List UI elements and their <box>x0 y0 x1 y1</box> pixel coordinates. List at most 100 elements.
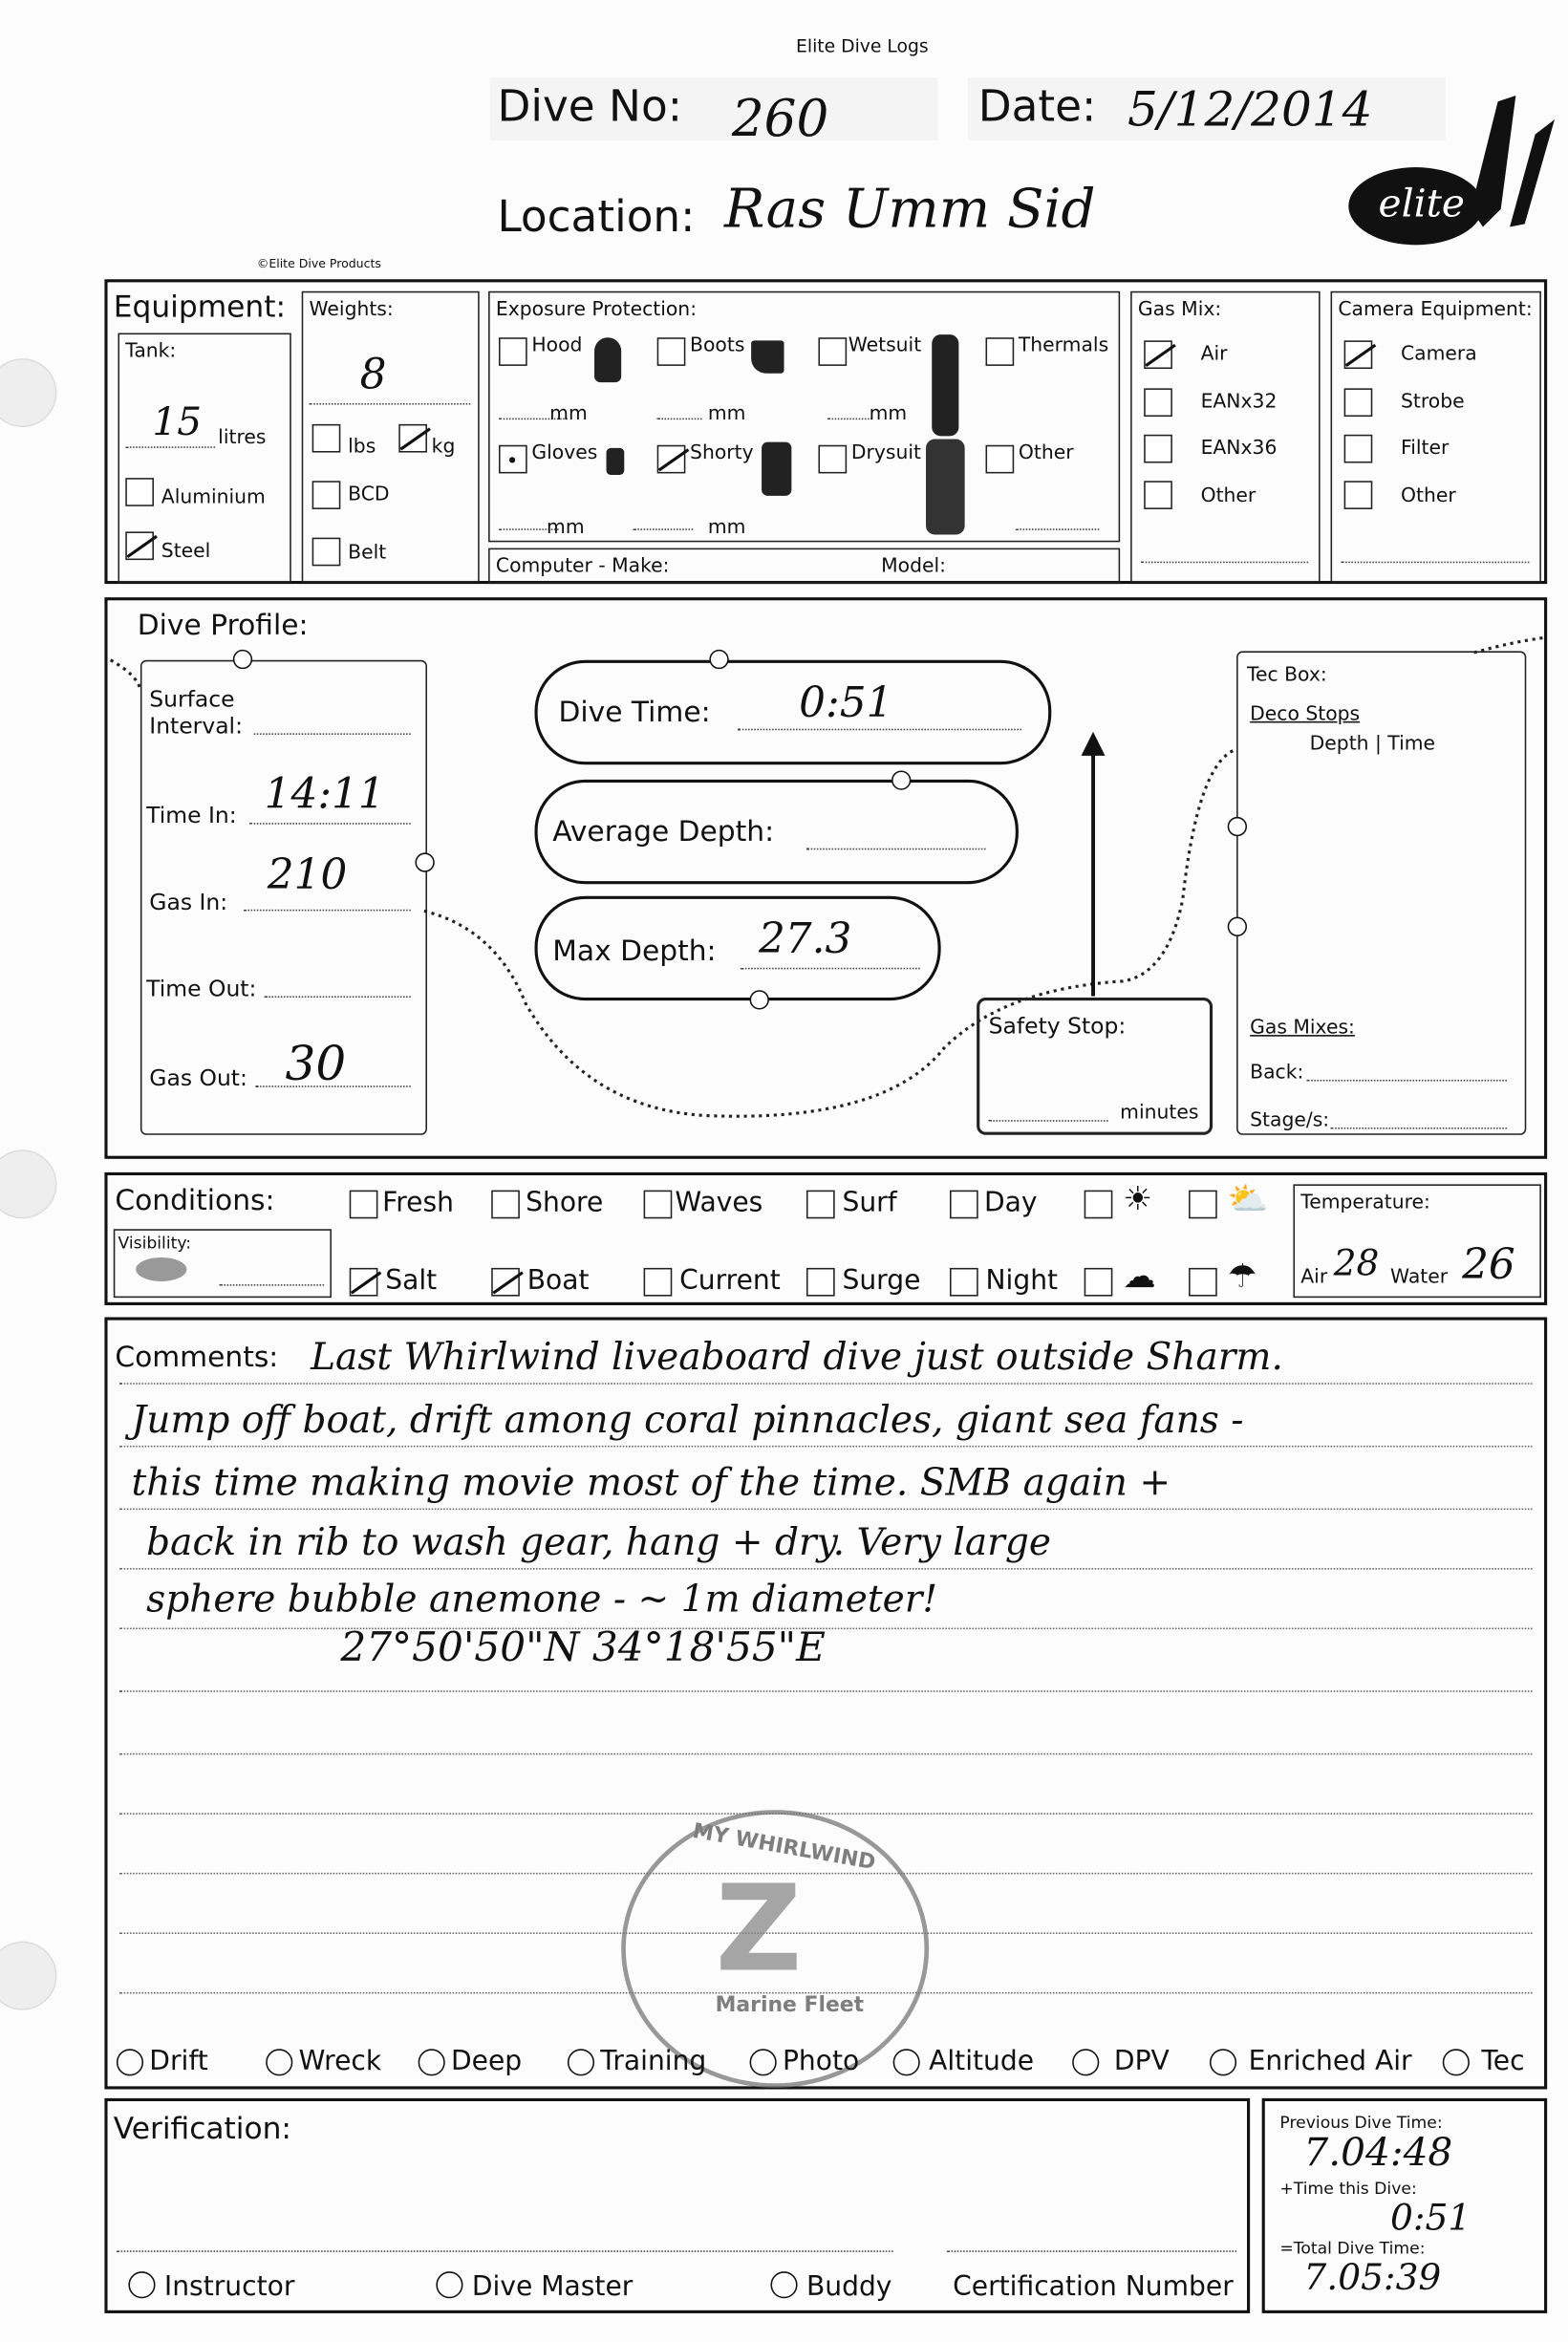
thermals-checkbox[interactable] <box>985 337 1015 366</box>
kg-checkbox[interactable] <box>398 423 427 453</box>
tank-box: Tank: 15 litres Aluminium Steel <box>118 333 291 583</box>
camera-other-checkbox[interactable] <box>1343 481 1373 509</box>
dotted-line <box>119 1568 1533 1570</box>
comment-line[interactable]: Jump off boat, drift among coral pinnacl… <box>131 1397 1244 1442</box>
gas-other-checkbox[interactable] <box>1144 481 1172 509</box>
dive-time-field[interactable]: Dive Time: 0:51 <box>534 659 1052 765</box>
camera-checkbox[interactable] <box>1343 340 1373 370</box>
dive-type-drift[interactable]: Drift <box>149 2046 208 2077</box>
wetsuit-checkbox[interactable] <box>818 337 848 366</box>
night-checkbox[interactable] <box>950 1267 978 1297</box>
comments-label: Comments: <box>115 1341 279 1374</box>
dive-type-training[interactable]: Training <box>600 2046 707 2077</box>
max-depth-field[interactable]: Max Depth: 27.3 <box>534 895 941 1001</box>
dive-type-tec[interactable]: Tec <box>1481 2046 1525 2077</box>
field-label: Visibility: <box>118 1233 192 1254</box>
field-label: mm <box>547 516 585 540</box>
steel-checkbox[interactable] <box>125 531 154 561</box>
dotted-line <box>988 1120 1108 1122</box>
dotted-line <box>1306 1079 1507 1082</box>
cloud-checkbox[interactable] <box>1084 1267 1113 1297</box>
current-checkbox[interactable] <box>643 1267 673 1297</box>
dive-type-altitude[interactable]: Altitude <box>929 2046 1035 2077</box>
bcd-checkbox[interactable] <box>311 481 341 509</box>
dive-type-photo[interactable]: Photo <box>782 2046 860 2077</box>
field-label: Surge <box>842 1264 921 1297</box>
surge-checkbox[interactable] <box>805 1267 835 1297</box>
dive-type-dpv[interactable]: DPV <box>1113 2046 1170 2077</box>
gloves-checkbox[interactable] <box>499 444 527 474</box>
gas-out-value[interactable]: 30 <box>285 1035 347 1092</box>
max-depth-value[interactable]: 27.3 <box>758 913 852 964</box>
fresh-checkbox[interactable] <box>349 1190 378 1219</box>
tank-size[interactable]: 15 <box>152 399 203 445</box>
weights-value[interactable]: 8 <box>359 349 387 399</box>
air-temp-value[interactable]: 28 <box>1333 1242 1380 1285</box>
gas-in-value[interactable]: 210 <box>267 849 348 899</box>
instructor-option[interactable]: Instructor <box>163 2271 295 2303</box>
salt-checkbox[interactable] <box>349 1267 378 1297</box>
rain-checkbox[interactable] <box>1189 1267 1217 1297</box>
belt-checkbox[interactable] <box>311 537 341 567</box>
lbs-checkbox[interactable] <box>311 423 341 453</box>
previous-dive-time[interactable]: 7.04:48 <box>1303 2131 1453 2177</box>
dotted-line <box>249 823 411 825</box>
radio-circle <box>418 2049 445 2076</box>
visibility-box[interactable]: Visibility: <box>113 1229 332 1299</box>
location-value[interactable]: Ras Umm Sid <box>724 179 1096 241</box>
dive-master-option[interactable]: Dive Master <box>471 2271 634 2303</box>
times-box: Surface Interval: Time In: 14:11 Gas In:… <box>140 659 427 1135</box>
day-checkbox[interactable] <box>950 1190 978 1219</box>
shore-checkbox[interactable] <box>491 1190 520 1219</box>
comment-line[interactable]: back in rib to wash gear, hang + dry. Ve… <box>146 1520 1051 1564</box>
total-dive-time[interactable]: 7.05:39 <box>1303 2256 1442 2299</box>
gas-eanx32-checkbox[interactable] <box>1144 388 1172 418</box>
decoration <box>489 77 938 140</box>
comment-line[interactable]: sphere bubble anemone - ~ 1m diameter! <box>146 1577 938 1621</box>
brand-title: Elite Dive Logs <box>796 35 929 57</box>
comment-line[interactable]: Last Whirlwind liveaboard dive just outs… <box>311 1335 1283 1379</box>
dotted-line <box>1015 528 1100 530</box>
dive-no-value[interactable]: 260 <box>731 89 829 150</box>
boat-checkbox[interactable] <box>491 1267 520 1297</box>
field-label: Tank: <box>125 340 177 363</box>
sun-cloud-checkbox[interactable] <box>1189 1190 1217 1219</box>
field-label: BCD <box>348 483 390 506</box>
shorty-checkbox[interactable] <box>656 444 686 474</box>
comment-coordinates[interactable]: 27°50'50"N 34°18'55"E <box>340 1624 826 1671</box>
water-temp-value[interactable]: 26 <box>1462 1239 1515 1289</box>
average-depth-field[interactable]: Average Depth: <box>534 779 1019 885</box>
dotted-line <box>1141 561 1309 564</box>
radio-circle <box>749 2049 777 2076</box>
strobe-checkbox[interactable] <box>1343 388 1373 418</box>
dotted-line <box>499 528 559 530</box>
gloves-icon <box>606 447 625 476</box>
gas-air-checkbox[interactable] <box>1144 340 1172 370</box>
dive-time-value[interactable]: 0:51 <box>799 677 893 728</box>
buddy-option[interactable]: Buddy <box>805 2271 892 2303</box>
dotted-line <box>119 1690 1533 1692</box>
field-label: mm <box>869 402 908 426</box>
field-label: Safety Stop: <box>988 1012 1127 1040</box>
dive-type-enriched-air[interactable]: Enriched Air <box>1248 2046 1412 2077</box>
comment-line[interactable]: this time making movie most of the time.… <box>131 1460 1171 1504</box>
drysuit-checkbox[interactable] <box>818 444 848 474</box>
boots-checkbox[interactable] <box>656 337 686 366</box>
dive-type-deep[interactable]: Deep <box>450 2046 523 2077</box>
sun-checkbox[interactable] <box>1084 1190 1113 1219</box>
dive-type-wreck[interactable]: Wreck <box>298 2046 382 2077</box>
other-exposure-checkbox[interactable] <box>985 444 1015 474</box>
date-value[interactable]: 5/12/2014 <box>1127 80 1373 138</box>
time-in-value[interactable]: 14:11 <box>264 768 385 819</box>
hood-checkbox[interactable] <box>499 337 527 366</box>
aluminium-checkbox[interactable] <box>125 478 154 506</box>
this-dive-time[interactable]: 0:51 <box>1390 2197 1471 2239</box>
surf-checkbox[interactable] <box>805 1190 835 1219</box>
dotted-line <box>738 728 1022 731</box>
waves-checkbox[interactable] <box>643 1190 673 1219</box>
gas-eanx36-checkbox[interactable] <box>1144 434 1172 463</box>
radio-circle <box>567 2049 595 2076</box>
safety-stop-box[interactable]: Safety Stop: minutes <box>977 998 1214 1135</box>
field-label: Dive Time: <box>558 696 711 729</box>
filter-checkbox[interactable] <box>1343 434 1373 463</box>
